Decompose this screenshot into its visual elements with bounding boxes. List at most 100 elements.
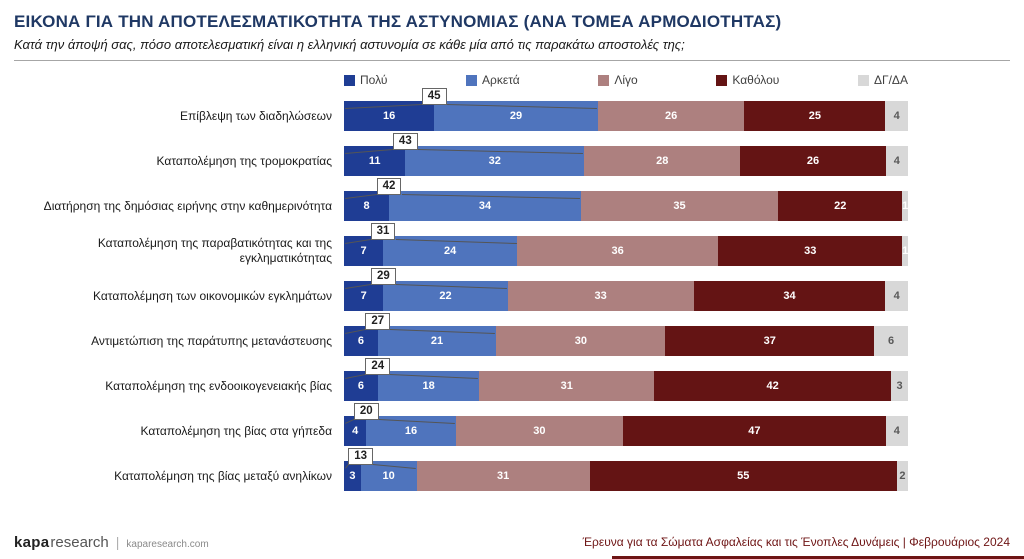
row-label: Διατήρηση της δημόσιας ειρήνης στην καθη… — [43, 198, 332, 213]
bar-segment: 42 — [654, 371, 892, 401]
bar-track: 7 22 33 34 4 29 — [344, 268, 908, 311]
bar-segment: 6 — [344, 371, 378, 401]
legend-swatch — [598, 74, 610, 86]
segment-value: 31 — [560, 380, 573, 392]
chart-row: Καταπολέμηση της παραβατικότητας και της… — [14, 223, 908, 266]
bar-segment: 37 — [665, 326, 875, 356]
bar-segment: 34 — [389, 191, 581, 221]
row-label: Καταπολέμηση της ενδοοικογενειακής βίας — [105, 378, 332, 393]
segment-value: 4 — [893, 155, 900, 167]
row-label: Καταπολέμηση της τρομοκρατίας — [156, 153, 332, 168]
bar-track: 11 32 28 26 4 43 — [344, 133, 908, 176]
bar-segment: 24 — [383, 236, 518, 266]
bottom-accent-rule — [612, 556, 1024, 559]
segment-value: 42 — [766, 380, 779, 392]
bar-track: 8 34 35 22 1 42 — [344, 178, 909, 221]
bar-segment: 3 — [344, 461, 361, 491]
segment-value: 4 — [893, 290, 900, 302]
bar-segment: 4 — [344, 416, 367, 446]
segment-value: 16 — [404, 425, 418, 437]
bar-segment: 4 — [885, 281, 908, 311]
row-label: Καταπολέμηση της παραβατικότητας και της… — [97, 236, 332, 265]
top2-total-callout: 31 — [370, 223, 396, 240]
source-note: Έρευνα για τα Σώματα Ασφαλείας και τις Έ… — [582, 535, 1010, 549]
chart-row: Καταπολέμηση της τρομοκρατίας 11 32 28 26 4 43 — [14, 133, 908, 176]
segment-value: 6 — [357, 335, 364, 347]
chart-row: Διατήρηση της δημόσιας ειρήνης στην καθη… — [14, 178, 909, 221]
bar-segment: 22 — [383, 281, 508, 311]
segment-value: 3 — [896, 380, 903, 392]
bar-segment: 8 — [344, 191, 390, 221]
chart-row: Καταπολέμηση της ενδοοικογενειακής βίας 6… — [14, 358, 908, 401]
bar-segment: 11 — [344, 146, 406, 176]
top2-total-callout: 45 — [421, 88, 447, 105]
segment-value: 34 — [478, 200, 492, 212]
top2-total-callout: 29 — [370, 268, 396, 285]
segment-value: 22 — [439, 290, 452, 302]
bar-segment: 30 — [455, 416, 624, 446]
segment-value: 4 — [893, 110, 900, 122]
bar-segment: 30 — [496, 326, 666, 356]
bar-segment: 1 — [902, 236, 908, 266]
segment-value: 1 — [902, 200, 909, 212]
bar-segment: 4 — [885, 146, 908, 176]
segment-value: 34 — [783, 290, 796, 302]
segment-value: 33 — [804, 245, 817, 257]
segment-value: 47 — [748, 425, 761, 437]
legend-swatch — [344, 74, 355, 86]
chart-rows: Επίβλεψη των διαδηλώσεων 16 29 26 25 4 45 Καταπ… — [14, 88, 909, 491]
segment-value: 28 — [656, 155, 669, 167]
segment-value: 26 — [806, 155, 820, 167]
top2-total-callout: 13 — [348, 448, 374, 465]
segment-value: 6 — [887, 335, 895, 347]
top2-total-callout: 42 — [376, 178, 402, 195]
legend-swatch — [716, 74, 728, 86]
segment-value: 25 — [808, 110, 822, 122]
legend-row: Πολύ Αρκετά Λίγο Καθόλου ΔΓ/ΔΑ — [14, 73, 908, 87]
brand-name-light: research — [50, 533, 109, 551]
bar-segment: 32 — [405, 146, 585, 176]
bar-segment: 4 — [885, 416, 908, 446]
bar-segment: 4 — [885, 101, 908, 131]
segment-value: 10 — [382, 470, 395, 482]
segment-value: 8 — [363, 200, 370, 212]
bar-segment: 29 — [434, 101, 598, 131]
segment-value: 36 — [611, 245, 624, 257]
legend-label: Αρκετά — [482, 73, 520, 87]
chart-row: Καταπολέμηση της βίας μεταξύ ανηλίκων 3 10… — [14, 448, 908, 491]
legend-label: Λίγο — [614, 73, 638, 87]
row-label: Αντιμετώπιση της παράτυπης μετανάστευσης — [91, 333, 332, 348]
segment-value: 21 — [430, 335, 444, 347]
bar-segment: 16 — [344, 101, 435, 131]
page-title: ΕΙΚΟΝΑ ΓΙΑ ΤΗΝ ΑΠΟΤΕΛΕΣΜΑΤΙΚΟΤΗΤΑ ΤΗΣ ΑΣ… — [14, 12, 782, 31]
segment-value: 6 — [357, 380, 364, 392]
stacked-bar-chart: Πολύ Αρκετά Λίγο Καθόλου ΔΓ/ΔΑ Επίβλεψη των … — [0, 73, 1024, 491]
legend-item: Πολύ — [344, 73, 387, 87]
legend-item: Αρκετά — [466, 73, 520, 87]
bar-segment: 2 — [896, 461, 908, 491]
segment-value: 11 — [368, 155, 381, 167]
bar-segment: 6 — [344, 326, 378, 356]
bar-segment: 7 — [344, 281, 384, 311]
bar-segment: 47 — [623, 416, 886, 446]
bar-segment: 3 — [891, 371, 908, 401]
chart-legend: Πολύ Αρκετά Λίγο Καθόλου ΔΓ/ΔΑ — [344, 73, 908, 87]
segment-value: 4 — [893, 425, 900, 437]
bar-track: 16 29 26 25 4 45 — [344, 88, 908, 131]
bar-segment: 55 — [589, 461, 897, 491]
bar-track: 7 24 36 33 1 31 — [344, 223, 908, 266]
row-label: Καταπολέμηση της βίας στα γήπεδα — [140, 423, 332, 438]
row-label: Επίβλεψη των διαδηλώσεων — [180, 108, 332, 123]
bar-track: 3 10 31 55 2 13 — [344, 448, 908, 491]
legend-item: Λίγο — [598, 73, 638, 87]
segment-value: 4 — [352, 425, 359, 437]
bar-segment: 31 — [416, 461, 590, 491]
segment-value: 18 — [422, 380, 435, 392]
bar-segment: 21 — [377, 326, 497, 356]
legend-spacer — [14, 73, 344, 87]
row-label: Καταπολέμηση της βίας μεταξύ ανηλίκων — [114, 468, 332, 483]
bar-segment: 26 — [597, 101, 745, 131]
chart-row: Καταπολέμηση των οικονομικών εγκλημάτων 7… — [14, 268, 908, 311]
bar-segment: 10 — [360, 461, 417, 491]
